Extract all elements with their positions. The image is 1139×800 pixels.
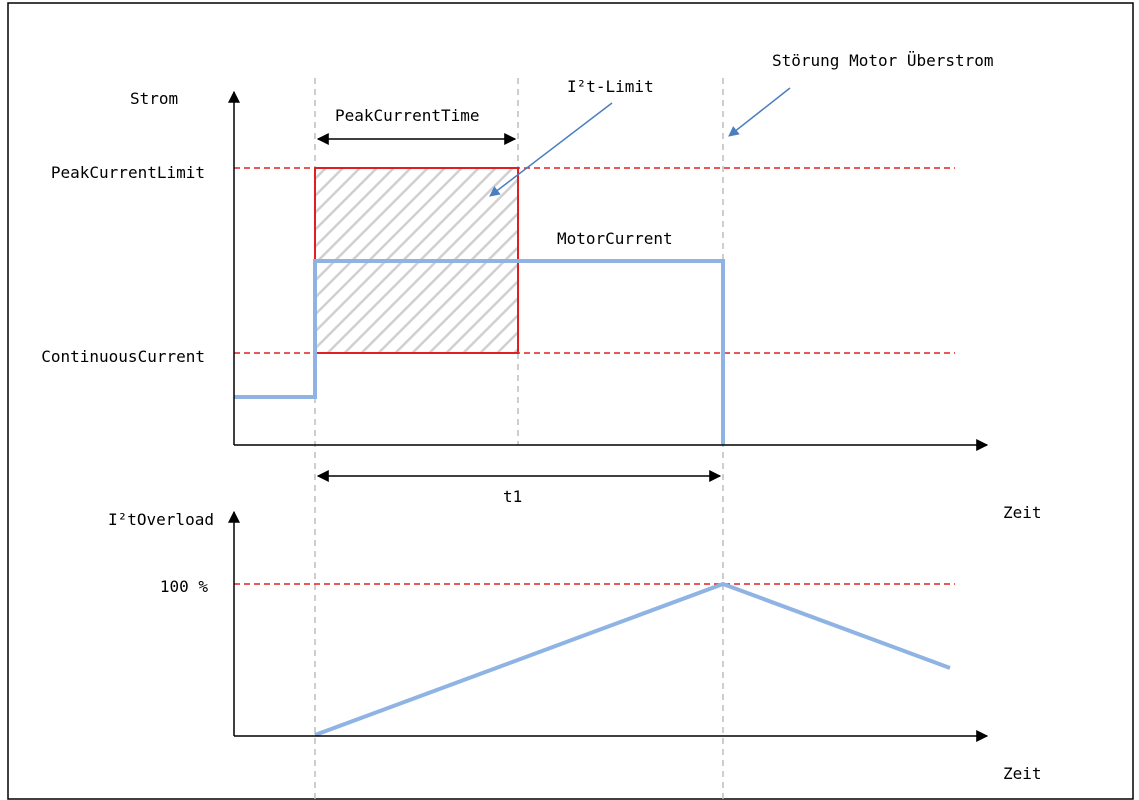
peak-current-limit-label: PeakCurrentLimit: [51, 163, 205, 182]
motor-current-signal: [234, 259, 725, 445]
outer-frame: [7, 2, 1134, 800]
continuous-current-label: ContinuousCurrent: [41, 347, 205, 366]
t1-label: t1: [503, 487, 522, 506]
i2t-limit-callout-arrow: [489, 102, 613, 197]
fault-callout-arrow: [728, 87, 791, 137]
x-axis-label-zeit-top: Zeit: [1003, 503, 1042, 522]
peak-current-time-label: PeakCurrentTime: [335, 106, 480, 125]
fault-label: Störung Motor Überstrom: [772, 51, 994, 70]
i2t-limit-label: I²t-Limit: [567, 77, 654, 96]
motor-current-label: MotorCurrent: [557, 229, 673, 248]
y-axis-label-strom: Strom: [130, 89, 178, 108]
overload-100-label: 100 %: [160, 577, 209, 596]
overload-signal: [314, 581, 951, 737]
x-axis-label-zeit-bottom: Zeit: [1003, 764, 1042, 783]
y-axis-label-i2t-overload: I²tOverload: [108, 510, 214, 529]
